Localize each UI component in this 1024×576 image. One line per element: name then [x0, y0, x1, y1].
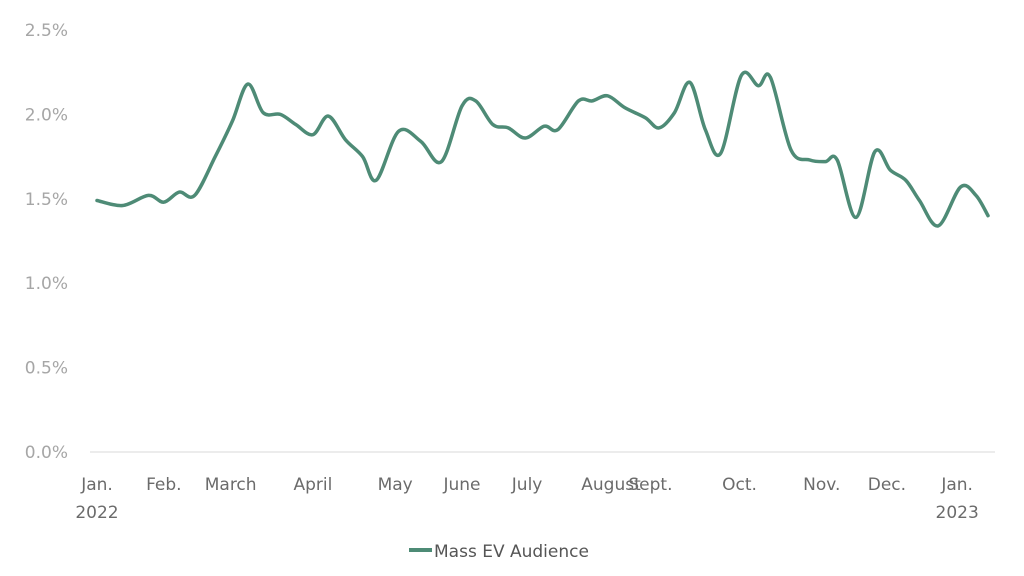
x-tick-label: Jan. — [940, 475, 973, 495]
x-tick-sublabel: 2023 — [936, 503, 979, 523]
legend-label: Mass EV Audience — [434, 542, 589, 562]
x-axis-ticks: Jan. 2022 Feb. March April May June July AugustS… — [75, 475, 978, 523]
x-tick-label: Jan. — [80, 475, 113, 495]
x-tick-label: August — [581, 475, 641, 495]
x-tick-label: April — [293, 475, 332, 495]
y-tick-label: 2.0% — [25, 105, 68, 125]
x-tick-label: Feb. — [146, 475, 182, 495]
x-tick-label: Dec. — [868, 475, 906, 495]
y-tick-label: 1.5% — [25, 190, 68, 210]
x-tick-label: June — [442, 475, 480, 495]
y-tick-label: 1.0% — [25, 274, 68, 294]
x-tick-sublabel: 2022 — [75, 503, 118, 523]
series-lines — [95, 70, 990, 228]
x-tick-label: May — [378, 475, 413, 495]
x-tick-label: July — [511, 475, 543, 495]
series-line-mass-ev-audience — [95, 70, 990, 228]
y-tick-label: 2.5% — [25, 21, 68, 41]
legend: Mass EV Audience — [409, 542, 589, 562]
x-tick-label: Oct. — [722, 475, 757, 495]
x-tick-label: March — [205, 475, 257, 495]
y-tick-label: 0.5% — [25, 359, 68, 379]
x-tick-label: Nov. — [803, 475, 840, 495]
x-tick-label: Sept. — [628, 475, 672, 495]
y-tick-label: 0.0% — [25, 443, 68, 463]
y-axis-ticks: 0.0% 0.5% 1.0% 1.5% 2.0% 2.5% — [25, 21, 68, 463]
